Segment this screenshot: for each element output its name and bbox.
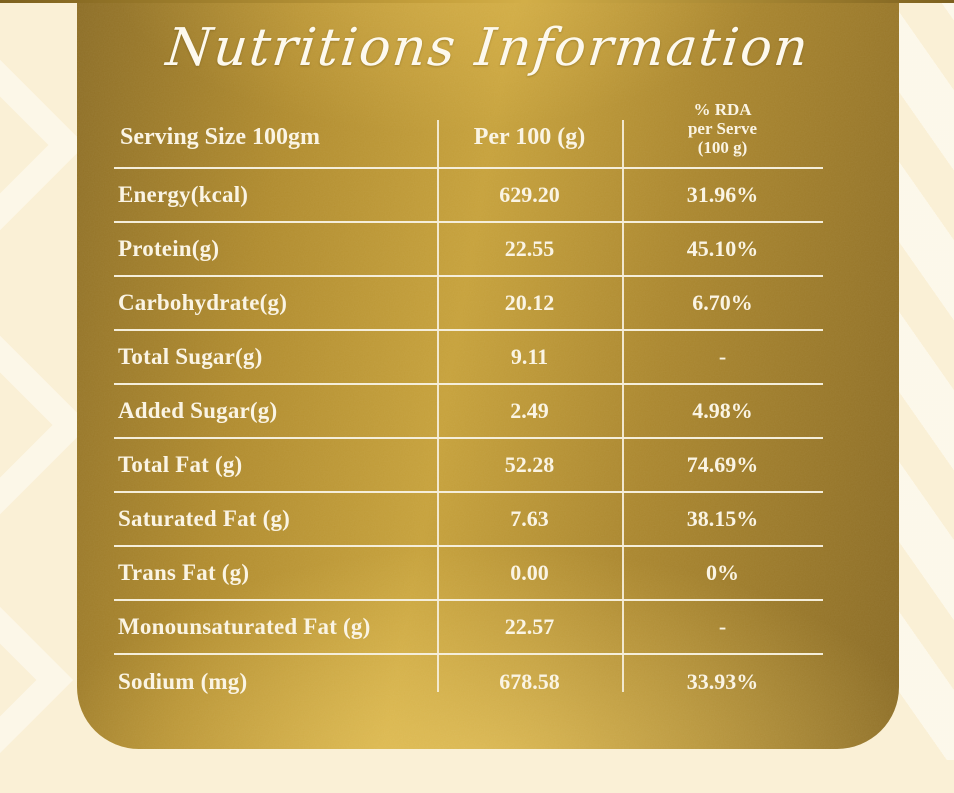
table-row-sodium: Sodium (mg) 678.58 33.93% <box>114 655 823 709</box>
chevron-decoration <box>0 290 90 560</box>
table-row-total-fat: Total Fat (g) 52.28 74.69% <box>114 439 823 493</box>
row-label: Energy(kcal) <box>118 182 249 207</box>
chevron-decoration <box>0 566 74 793</box>
row-rda-value: 33.93% <box>686 669 759 694</box>
row-rda-value: 4.98% <box>692 398 753 423</box>
row-rda-value: 38.15% <box>686 506 759 531</box>
row-rda-value: 6.70% <box>692 290 753 315</box>
table-row-total-sugar: Total Sugar(g) 9.11 - <box>114 331 823 385</box>
row-label: Sodium (mg) <box>118 669 248 694</box>
row-label: Monounsaturated Fat (g) <box>118 614 371 639</box>
row-per100g-value: 678.58 <box>499 669 560 694</box>
row-rda-value: 45.10% <box>686 236 759 261</box>
row-label: Total Sugar(g) <box>118 344 263 369</box>
table-row-saturated-fat: Saturated Fat (g) 7.63 38.15% <box>114 493 823 547</box>
gold-top-strip <box>0 0 954 3</box>
table-row-carbohydrate: Carbohydrate(g) 20.12 6.70% <box>114 277 823 331</box>
table-row-trans-fat: Trans Fat (g) 0.00 0% <box>114 547 823 601</box>
header-rda-line2: per Serve <box>687 119 758 138</box>
row-label: Trans Fat (g) <box>118 560 250 585</box>
table-row-protein: Protein(g) 22.55 45.10% <box>114 223 823 277</box>
column-divider <box>622 120 624 692</box>
row-per100g-value: 9.11 <box>510 344 549 369</box>
table-row-added-sugar: Added Sugar(g) 2.49 4.98% <box>114 385 823 439</box>
row-label: Carbohydrate(g) <box>118 290 288 315</box>
table-row-monounsaturated-fat: Monounsaturated Fat (g) 22.57 - <box>114 601 823 655</box>
nutrition-label-card: Nutritions Information Serving Size 100g… <box>77 0 899 749</box>
row-label: Total Fat (g) <box>118 452 243 477</box>
row-per100g-value: 22.55 <box>504 236 555 261</box>
row-label: Added Sugar(g) <box>118 398 278 423</box>
page-title: Nutritions Information <box>163 18 813 78</box>
row-rda-value: 0% <box>706 560 739 585</box>
chevron-decoration <box>0 24 86 266</box>
row-label: Saturated Fat (g) <box>118 506 291 531</box>
row-rda-value: 74.69% <box>686 452 759 477</box>
header-rda-line1: % RDA <box>693 100 752 119</box>
row-rda-value: 31.96% <box>686 182 759 207</box>
diagonal-stripes-decoration <box>898 0 954 760</box>
column-divider <box>437 120 439 692</box>
header-rda-line3: (100 g) <box>697 138 748 157</box>
table-row-energy: Energy(kcal) 629.20 31.96% <box>114 169 823 223</box>
row-per100g-value: 20.12 <box>504 290 555 315</box>
table-header-row: Serving Size 100gm Per 100 (g) % RDA per… <box>114 87 823 169</box>
nutrition-table: Serving Size 100gm Per 100 (g) % RDA per… <box>114 87 823 709</box>
row-rda-value: - <box>718 344 727 369</box>
row-rda-value: - <box>718 614 727 639</box>
header-rda: % RDA per Serve (100 g) <box>622 87 823 167</box>
row-per100g-value: 2.49 <box>510 398 549 423</box>
header-per-100g: Per 100 (g) <box>473 124 586 150</box>
row-per100g-value: 22.57 <box>504 614 555 639</box>
row-label: Protein(g) <box>118 236 220 261</box>
row-per100g-value: 0.00 <box>510 560 549 585</box>
row-per100g-value: 629.20 <box>499 182 560 207</box>
row-per100g-value: 7.63 <box>510 506 549 531</box>
row-per100g-value: 52.28 <box>504 452 555 477</box>
header-serving-size: Serving Size 100gm <box>120 124 320 150</box>
